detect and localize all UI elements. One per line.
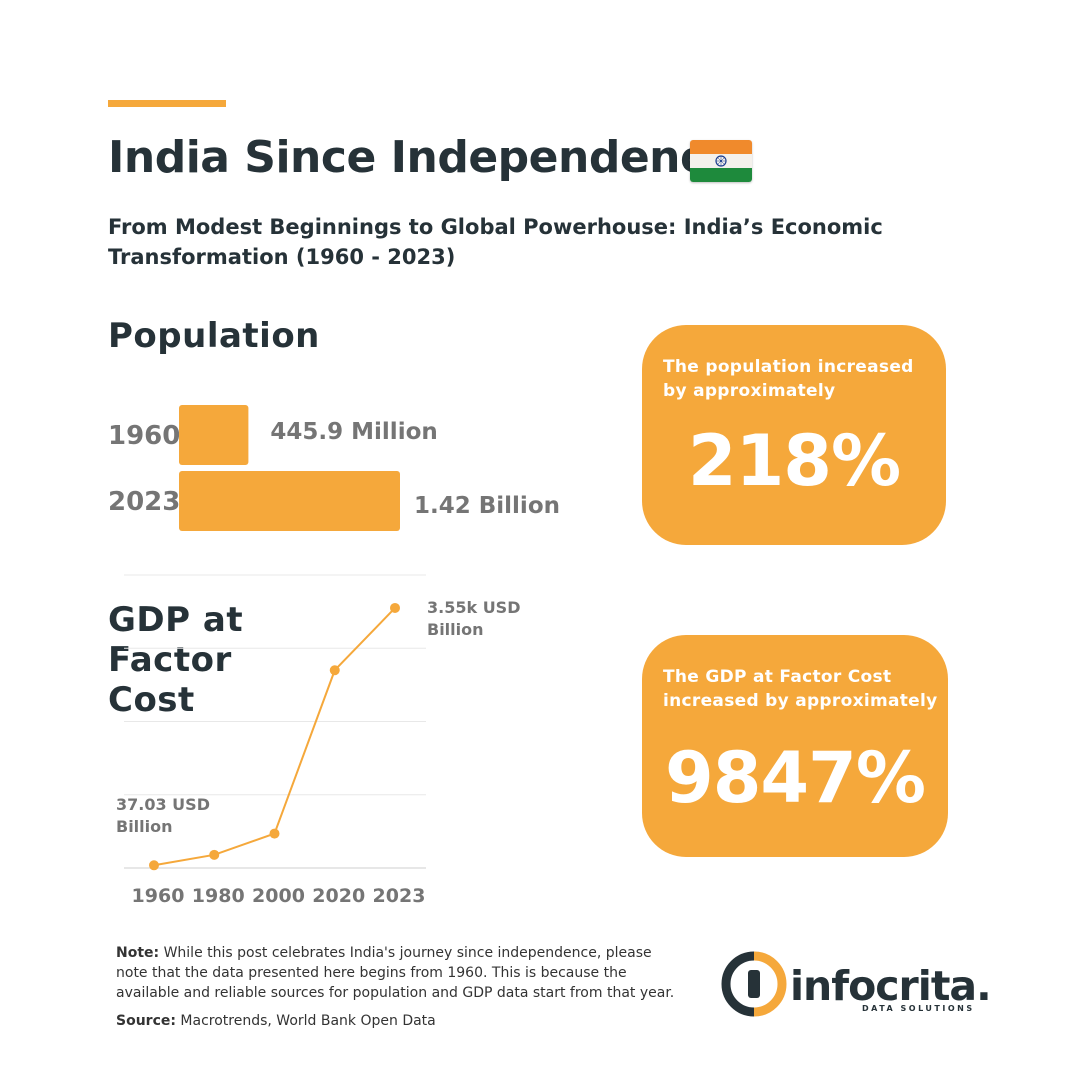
accent-bar bbox=[108, 100, 226, 107]
page-subtitle: From Modest Beginnings to Global Powerho… bbox=[108, 215, 883, 269]
note-text: While this post celebrates India's journ… bbox=[116, 945, 675, 1001]
bar-category-label: 1960 bbox=[108, 421, 180, 451]
gdp-end-label-line1: 3.55k USD bbox=[427, 598, 521, 617]
population-bar bbox=[179, 471, 400, 531]
population-bar bbox=[179, 405, 249, 465]
gdp-start-label: 37.03 USD Billion bbox=[116, 794, 210, 838]
note-label: Note: bbox=[116, 945, 160, 961]
population-bar-chart: 1960 445.9 Million 2023 1.42 Billion bbox=[108, 405, 560, 531]
gdp-heading-line2: Factor Cost bbox=[108, 640, 232, 720]
india-flag-icon bbox=[690, 140, 752, 182]
x-tick-label: 2000 bbox=[252, 885, 305, 907]
gdp-heading-line1: GDP at bbox=[108, 600, 244, 640]
brand-tagline: DATA SOLUTIONS bbox=[862, 1004, 975, 1013]
population-callout-text: The population increased by approximatel… bbox=[663, 357, 914, 401]
gdp-data-point bbox=[149, 860, 159, 871]
gdp-data-point bbox=[390, 602, 400, 613]
gdp-callout-text-line2: increased by approximately bbox=[663, 691, 938, 711]
bar-value-label: 445.9 Million bbox=[270, 419, 437, 445]
gdp-data-point bbox=[209, 849, 220, 860]
x-tick-label: 1960 bbox=[132, 885, 185, 907]
source-text: Macrotrends, World Bank Open Data bbox=[175, 1013, 436, 1029]
gdp-end-label: 3.55k USD Billion bbox=[427, 597, 520, 641]
footnote: Note: While this post celebrates India's… bbox=[116, 943, 686, 1003]
gdp-line-chart: 1960 1980 2000 2020 2023 bbox=[124, 574, 426, 907]
population-callout-value: 218% bbox=[687, 420, 901, 502]
gdp-data-point bbox=[329, 665, 340, 676]
x-tick-label: 2020 bbox=[312, 885, 365, 907]
gdp-callout-value: 9847% bbox=[665, 737, 926, 819]
gdp-callout-text-line1: The GDP at Factor Cost bbox=[663, 667, 892, 687]
bar-category-label: 2023 bbox=[108, 487, 180, 517]
page-title: India Since Independence bbox=[108, 132, 735, 183]
gdp-heading: GDP at Factor Cost bbox=[108, 600, 328, 720]
gdp-end-label-line2: Billion bbox=[427, 620, 484, 639]
population-callout: The population increased by approximatel… bbox=[642, 325, 946, 545]
bar-value-label: 1.42 Billion bbox=[414, 493, 560, 519]
x-tick-label: 1980 bbox=[192, 885, 245, 907]
source-label: Source: bbox=[116, 1013, 176, 1029]
infocrita-logo-icon bbox=[720, 950, 788, 1018]
x-tick-label: 2023 bbox=[373, 885, 426, 907]
gdp-start-label-line1: 37.03 USD bbox=[116, 795, 210, 814]
gdp-data-point bbox=[269, 828, 280, 839]
gdp-start-label-line2: Billion bbox=[116, 817, 173, 836]
brand-name: infocrita. bbox=[790, 962, 992, 1010]
gdp-callout-text: The GDP at Factor Cost increased by appr… bbox=[663, 665, 948, 713]
gdp-callout: The GDP at Factor Cost increased by appr… bbox=[642, 635, 948, 857]
source-line: Source: Macrotrends, World Bank Open Dat… bbox=[116, 1013, 436, 1029]
population-heading: Population bbox=[108, 316, 320, 356]
